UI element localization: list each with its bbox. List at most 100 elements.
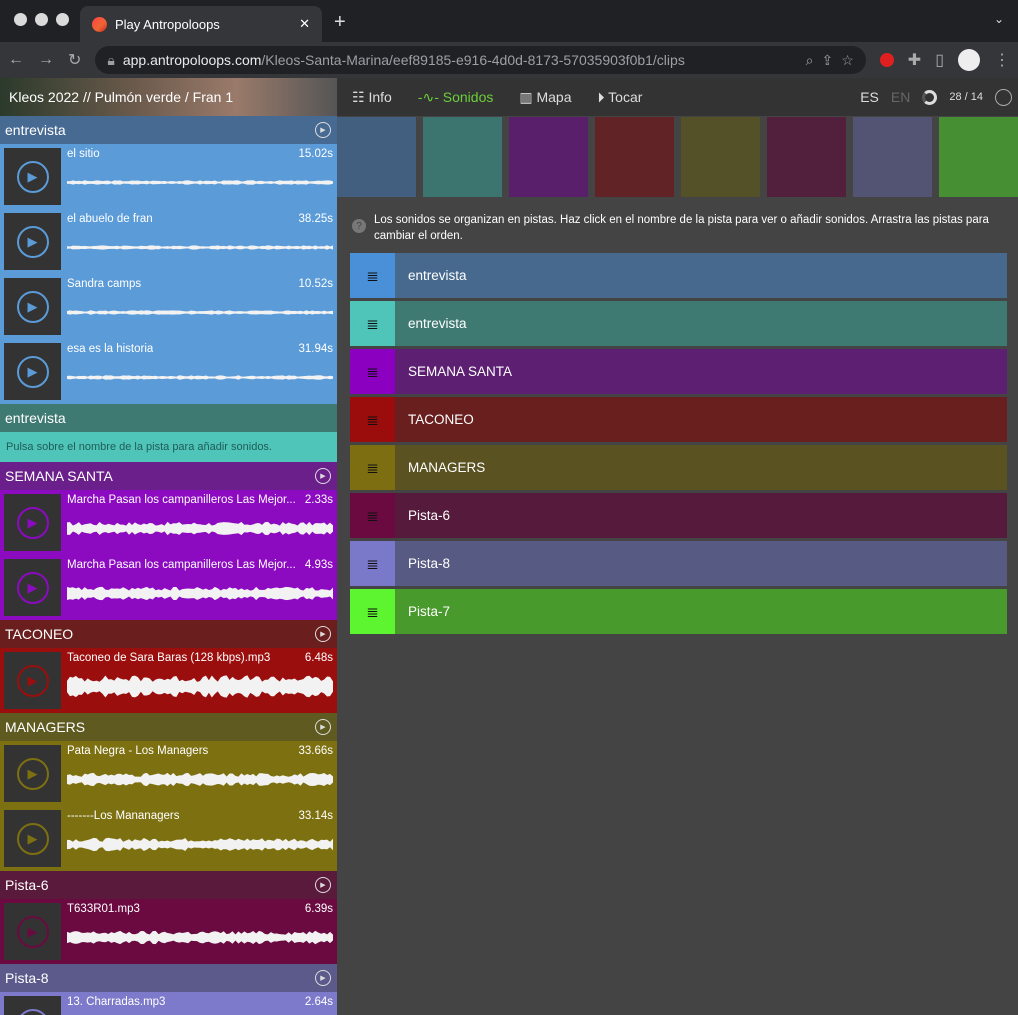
- track-row[interactable]: ≣ entrevista: [350, 301, 1007, 346]
- play-track-icon[interactable]: ▶: [315, 122, 331, 138]
- clip-thumbnail[interactable]: ▶: [4, 996, 61, 1015]
- track-header[interactable]: entrevista: [0, 404, 337, 432]
- drag-handle-icon[interactable]: ≣: [350, 397, 395, 442]
- track-swatch[interactable]: [767, 117, 846, 197]
- track-row[interactable]: ≣ SEMANA SANTA: [350, 349, 1007, 394]
- play-icon[interactable]: ▶: [16, 664, 49, 697]
- play-icon[interactable]: ▶: [16, 757, 49, 790]
- nav-info[interactable]: ☷ Info: [352, 88, 392, 105]
- share-icon[interactable]: ⇪: [821, 51, 834, 68]
- clip-thumbnail[interactable]: ▶: [4, 903, 61, 960]
- track-header[interactable]: Pista-6 ▶: [0, 871, 337, 899]
- lang-es[interactable]: ES: [860, 89, 879, 105]
- clip-item[interactable]: ▶ Marcha Pasan los campanilleros Las Mejo…: [0, 555, 337, 620]
- drag-handle-icon[interactable]: ≣: [350, 493, 395, 538]
- nav-sonidos[interactable]: -∿- Sonidos: [417, 88, 494, 105]
- clip-item[interactable]: ▶ 13. Charradas.mp3 2.64s: [0, 992, 337, 1015]
- project-header[interactable]: Kleos 2022 // Pulmón verde / Fran 1: [0, 78, 337, 116]
- waveform[interactable]: [67, 355, 333, 400]
- drag-handle-icon[interactable]: ≣: [350, 445, 395, 490]
- clip-item[interactable]: ▶ Sandra camps 10.52s: [0, 274, 337, 339]
- lang-en[interactable]: EN: [890, 89, 911, 105]
- waveform[interactable]: [67, 506, 333, 551]
- waveform[interactable]: [67, 822, 333, 867]
- track-header[interactable]: Pista-8 ▶: [0, 964, 337, 992]
- clip-thumbnail[interactable]: ▶: [4, 559, 61, 616]
- drag-handle-icon[interactable]: ≣: [350, 349, 395, 394]
- clip-thumbnail[interactable]: ▶: [4, 213, 61, 270]
- track-swatch[interactable]: [681, 117, 760, 197]
- track-row[interactable]: ≣ Pista-7: [350, 589, 1007, 634]
- track-row[interactable]: ≣ TACONEO: [350, 397, 1007, 442]
- waveform[interactable]: [67, 571, 333, 616]
- clip-thumbnail[interactable]: ▶: [4, 494, 61, 551]
- clip-thumbnail[interactable]: ▶: [4, 745, 61, 802]
- play-icon[interactable]: ▶: [16, 160, 49, 193]
- clip-item[interactable]: ▶ -------Los Mananagers 33.14s: [0, 806, 337, 871]
- track-name[interactable]: MANAGERS: [408, 460, 486, 475]
- nav-mapa[interactable]: ▥ Mapa: [519, 88, 572, 105]
- play-track-icon[interactable]: ▶: [315, 626, 331, 642]
- address-bar[interactable]: 🔒︎ app.antropoloops.com/Kleos-Santa-Mari…: [95, 46, 866, 74]
- waveform[interactable]: [67, 757, 333, 802]
- track-name[interactable]: TACONEO: [408, 412, 474, 427]
- zoom-icon[interactable]: ⌕: [805, 51, 814, 68]
- track-name[interactable]: Pista-7: [408, 604, 451, 619]
- track-swatch[interactable]: [337, 117, 416, 197]
- close-tab-icon[interactable]: ✕: [299, 16, 310, 31]
- play-icon[interactable]: ▶: [16, 290, 49, 323]
- reload-icon[interactable]: ↻: [68, 52, 82, 69]
- track-row[interactable]: ≣ MANAGERS: [350, 445, 1007, 490]
- clip-thumbnail[interactable]: ▶: [4, 278, 61, 335]
- track-name[interactable]: Pista-8: [408, 556, 451, 571]
- waveform[interactable]: [67, 664, 333, 709]
- clip-thumbnail[interactable]: ▶: [4, 652, 61, 709]
- extensions-icon[interactable]: ✚: [907, 52, 922, 69]
- browser-tab[interactable]: Play Antropoloops ✕: [80, 6, 322, 42]
- clip-item[interactable]: ▶ el abuelo de fran 38.25s: [0, 209, 337, 274]
- record-extension-icon[interactable]: [879, 53, 894, 67]
- waveform[interactable]: [67, 290, 333, 335]
- tab-search-chevron-icon[interactable]: ⌄: [993, 12, 1004, 26]
- track-row[interactable]: ≣ Pista-8: [350, 541, 1007, 586]
- forward-icon[interactable]: →: [38, 51, 54, 68]
- clip-item[interactable]: ▶ Taconeo de Sara Baras (128 kbps).mp3 6.4…: [0, 648, 337, 713]
- profile-avatar[interactable]: [958, 49, 980, 71]
- track-swatch[interactable]: [853, 117, 932, 197]
- new-tab-icon[interactable]: +: [334, 11, 346, 33]
- track-name[interactable]: entrevista: [408, 316, 467, 331]
- play-icon[interactable]: ▶: [16, 571, 49, 604]
- drag-handle-icon[interactable]: ≣: [350, 541, 395, 586]
- play-icon[interactable]: ▶: [16, 225, 49, 258]
- waveform[interactable]: [67, 225, 333, 270]
- window-controls[interactable]: [14, 13, 69, 26]
- track-name[interactable]: Pista-6: [408, 508, 451, 523]
- waveform[interactable]: [67, 160, 333, 205]
- clip-item[interactable]: ▶ el sitio 15.02s: [0, 144, 337, 209]
- bookmark-star-icon[interactable]: ☆: [841, 51, 854, 68]
- user-icon[interactable]: [995, 88, 1012, 106]
- drag-handle-icon[interactable]: ≣: [350, 589, 395, 634]
- clip-thumbnail[interactable]: ▶: [4, 148, 61, 205]
- back-icon[interactable]: ←: [8, 51, 24, 68]
- play-icon[interactable]: ▶: [16, 915, 49, 948]
- clip-thumbnail[interactable]: ▶: [4, 343, 61, 400]
- menu-icon[interactable]: ⋮: [994, 52, 1010, 69]
- waveform[interactable]: [67, 1008, 333, 1015]
- track-name[interactable]: entrevista: [408, 268, 467, 283]
- clip-item[interactable]: ▶ Marcha Pasan los campanilleros Las Mejo…: [0, 490, 337, 555]
- clip-item[interactable]: ▶ T633R01.mp3 6.39s: [0, 899, 337, 964]
- play-icon[interactable]: ▶: [16, 822, 49, 855]
- track-header[interactable]: entrevista ▶: [0, 116, 337, 144]
- play-icon[interactable]: ▶: [16, 506, 49, 539]
- track-header[interactable]: SEMANA SANTA ▶: [0, 462, 337, 490]
- sidepanel-icon[interactable]: ▯: [935, 52, 944, 69]
- track-row[interactable]: ≣ entrevista: [350, 253, 1007, 298]
- clip-thumbnail[interactable]: ▶: [4, 810, 61, 867]
- track-swatch[interactable]: [423, 117, 502, 197]
- drag-handle-icon[interactable]: ≣: [350, 253, 395, 298]
- track-swatch[interactable]: [595, 117, 674, 197]
- play-track-icon[interactable]: ▶: [315, 877, 331, 893]
- track-swatch[interactable]: [509, 117, 588, 197]
- clip-item[interactable]: ▶ esa es la historia 31.94s: [0, 339, 337, 404]
